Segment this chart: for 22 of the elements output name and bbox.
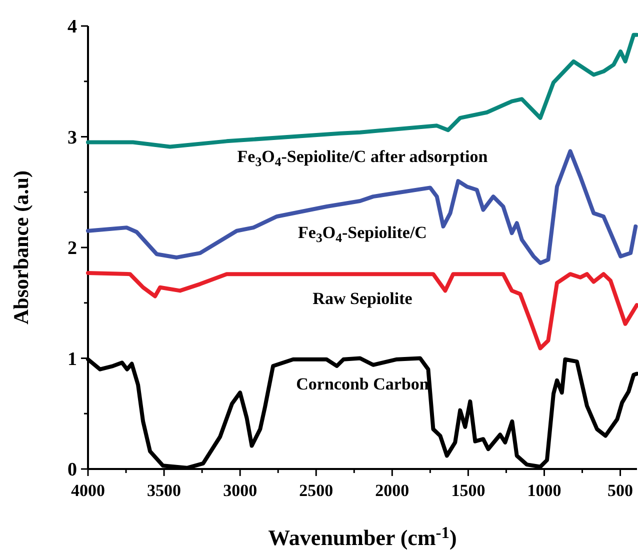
x-tick-label: 2000: [375, 481, 410, 500]
y-tick-label: 2: [68, 238, 77, 260]
x-tick-label: 1500: [451, 481, 486, 500]
line-series: [86, 270, 638, 350]
y-tick-label: 1: [68, 348, 77, 370]
x-tick-label: 2500: [299, 481, 334, 500]
line-series: [86, 149, 638, 266]
y-tick-label: 4: [68, 16, 78, 38]
series-label: Fe$_{3}$O$_{4}$-Sepiolite/C after adsorption: [237, 147, 488, 169]
series-label: Fe$_{3}$O$_{4}$-Sepiolite/C: [298, 223, 427, 245]
x-tick-label: 4000: [71, 481, 105, 500]
y-tick-label: 3: [68, 127, 77, 148]
y-tick-label: 0: [68, 460, 77, 481]
x-axis-title: Wavenumber (cm$^{-1}$): [268, 523, 457, 550]
series-label: Raw Sepiolite: [312, 289, 413, 308]
x-tick-label: 500: [608, 481, 634, 500]
y-axis-title: Absorbance (a.u): [9, 170, 33, 325]
x-tick-label: 3500: [147, 481, 182, 500]
x-tick-label: 1000: [527, 481, 562, 500]
x-tick-label: 3000: [223, 481, 258, 500]
line-series: [86, 32, 638, 149]
series-label: Cornconb Carbon: [296, 374, 430, 394]
